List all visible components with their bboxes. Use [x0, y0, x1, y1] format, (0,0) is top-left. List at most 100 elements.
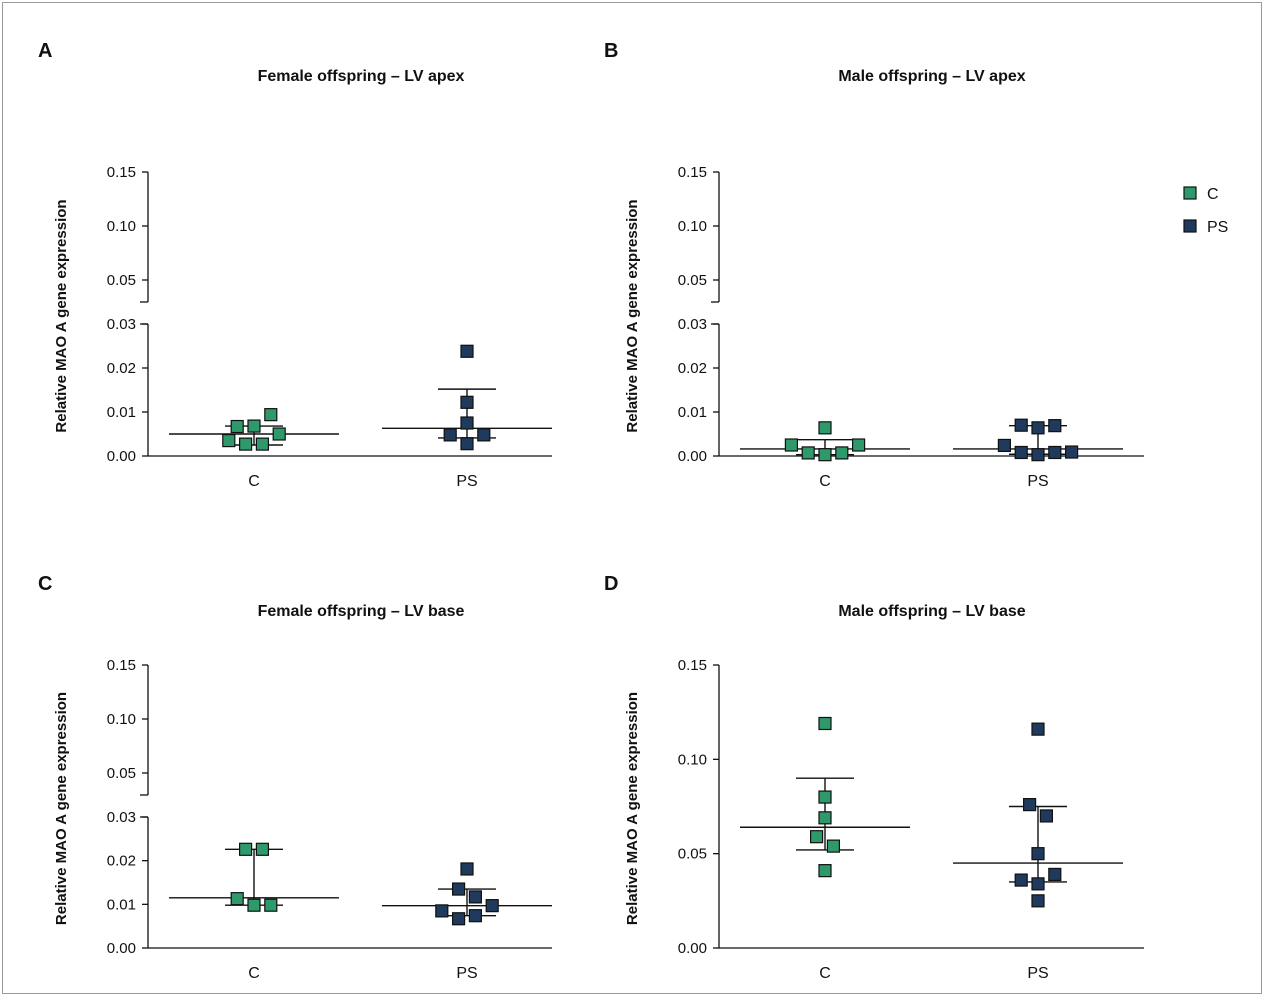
data-point-c — [239, 842, 253, 856]
x-tick-label: PS — [1027, 965, 1048, 982]
panel-letter: B — [604, 40, 618, 62]
y-tick-label: 0.03 — [107, 809, 136, 826]
data-point-c — [247, 419, 261, 433]
data-point-c — [247, 898, 261, 912]
data-point-c — [801, 446, 815, 460]
y-tick-label: 0.05 — [107, 765, 136, 782]
panel-d: D Male offspring – LV base Relative MAO A … — [604, 573, 1144, 982]
y-axis-label: Relative MAO A gene expression — [53, 199, 70, 432]
data-point-ps — [1014, 873, 1028, 887]
data-point-ps — [1031, 722, 1045, 736]
data-point-ps — [1014, 445, 1028, 460]
data-point-ps — [460, 862, 474, 876]
y-tick-label: 0.01 — [107, 896, 136, 913]
data-point-ps — [1048, 445, 1062, 460]
legend-marker-ps — [1183, 219, 1197, 233]
y-tick-label: 0.02 — [107, 360, 136, 377]
data-point-c — [818, 448, 832, 462]
data-point-c — [851, 438, 866, 452]
data-point-c — [255, 842, 269, 856]
data-point-c — [264, 898, 278, 912]
x-tick-label: C — [819, 473, 831, 490]
x-tick-label: PS — [456, 965, 477, 982]
data-point-c — [809, 830, 824, 844]
y-tick-label: 0.00 — [678, 940, 707, 957]
x-tick-label: C — [819, 965, 831, 982]
y-tick-label: 0.03 — [678, 316, 707, 333]
y-tick-label: 0.15 — [107, 657, 136, 674]
data-point-c — [239, 437, 253, 451]
data-point-ps — [460, 437, 474, 451]
panel-b: B Male offspring – LV apex Relative MAO A … — [604, 40, 1144, 490]
y-tick-label: 0.03 — [107, 316, 136, 333]
y-tick-label: 0.00 — [107, 448, 136, 465]
data-point-c — [818, 864, 832, 878]
panel-title: Female offspring – LV base — [258, 603, 465, 620]
data-point-ps — [468, 890, 482, 904]
data-point-ps — [997, 438, 1012, 453]
data-point-ps — [1022, 798, 1037, 812]
panel-title: Male offspring – LV apex — [838, 68, 1025, 85]
data-point-ps — [1039, 809, 1054, 823]
data-point-c — [272, 427, 286, 441]
data-point-c — [784, 438, 799, 452]
data-point-ps — [452, 882, 466, 896]
y-tick-label: 0.15 — [107, 164, 136, 181]
y-tick-label: 0.05 — [678, 272, 707, 289]
y-tick-label: 0.05 — [107, 272, 136, 289]
y-tick-label: 0.05 — [678, 846, 707, 863]
panel-title: Female offspring – LV apex — [258, 68, 465, 85]
y-tick-label: 0.10 — [678, 218, 707, 235]
x-tick-label: PS — [456, 473, 477, 490]
data-point-ps — [1031, 894, 1045, 908]
legend: C PS — [1183, 186, 1228, 236]
data-point-ps — [468, 909, 482, 923]
y-tick-label: 0.15 — [678, 657, 707, 674]
legend-label-ps: PS — [1207, 219, 1228, 236]
data-point-c — [818, 421, 832, 435]
y-tick-label: 0.00 — [678, 448, 707, 465]
y-tick-label: 0.10 — [107, 218, 136, 235]
y-tick-label: 0.10 — [107, 711, 136, 728]
data-point-c — [230, 419, 244, 434]
x-tick-label: C — [248, 965, 260, 982]
panel-letter: D — [604, 573, 618, 595]
panel-c: C Female offspring – LV base Relative MAO … — [38, 573, 552, 982]
legend-marker-c — [1183, 186, 1197, 200]
data-point-ps — [452, 912, 466, 926]
data-point-ps — [1031, 847, 1045, 861]
data-point-ps — [1048, 419, 1062, 433]
data-point-ps — [443, 428, 457, 442]
data-point-ps — [485, 899, 499, 913]
y-tick-label: 0.02 — [678, 360, 707, 377]
data-point-ps — [460, 395, 474, 409]
data-point-c — [818, 790, 832, 804]
data-point-c — [826, 839, 841, 853]
data-point-ps — [460, 344, 474, 358]
data-point-ps — [1031, 448, 1045, 462]
y-axis-label: Relative MAO A gene expression — [53, 692, 70, 925]
y-tick-label: 0.02 — [107, 853, 136, 870]
panel-letter: A — [38, 40, 52, 62]
data-point-c — [818, 716, 832, 731]
data-point-ps — [1064, 445, 1079, 459]
data-point-c — [255, 437, 269, 451]
data-point-c — [835, 446, 849, 460]
data-point-c — [818, 811, 832, 825]
data-point-ps — [1031, 421, 1045, 435]
y-tick-label: 0.00 — [107, 940, 136, 957]
data-point-ps — [1014, 418, 1028, 432]
data-point-c — [264, 408, 278, 422]
x-tick-label: PS — [1027, 473, 1048, 490]
data-point-ps — [1031, 877, 1045, 891]
data-point-c — [222, 434, 236, 448]
y-tick-label: 0.10 — [678, 751, 707, 768]
y-tick-label: 0.01 — [107, 404, 136, 421]
panel-a: A Female offspring – LV apex Relative MAO … — [38, 40, 552, 490]
y-tick-label: 0.15 — [678, 164, 707, 181]
data-point-ps — [435, 904, 449, 918]
x-tick-label: C — [248, 473, 260, 490]
data-point-c — [230, 892, 244, 906]
legend-label-c: C — [1207, 186, 1219, 203]
